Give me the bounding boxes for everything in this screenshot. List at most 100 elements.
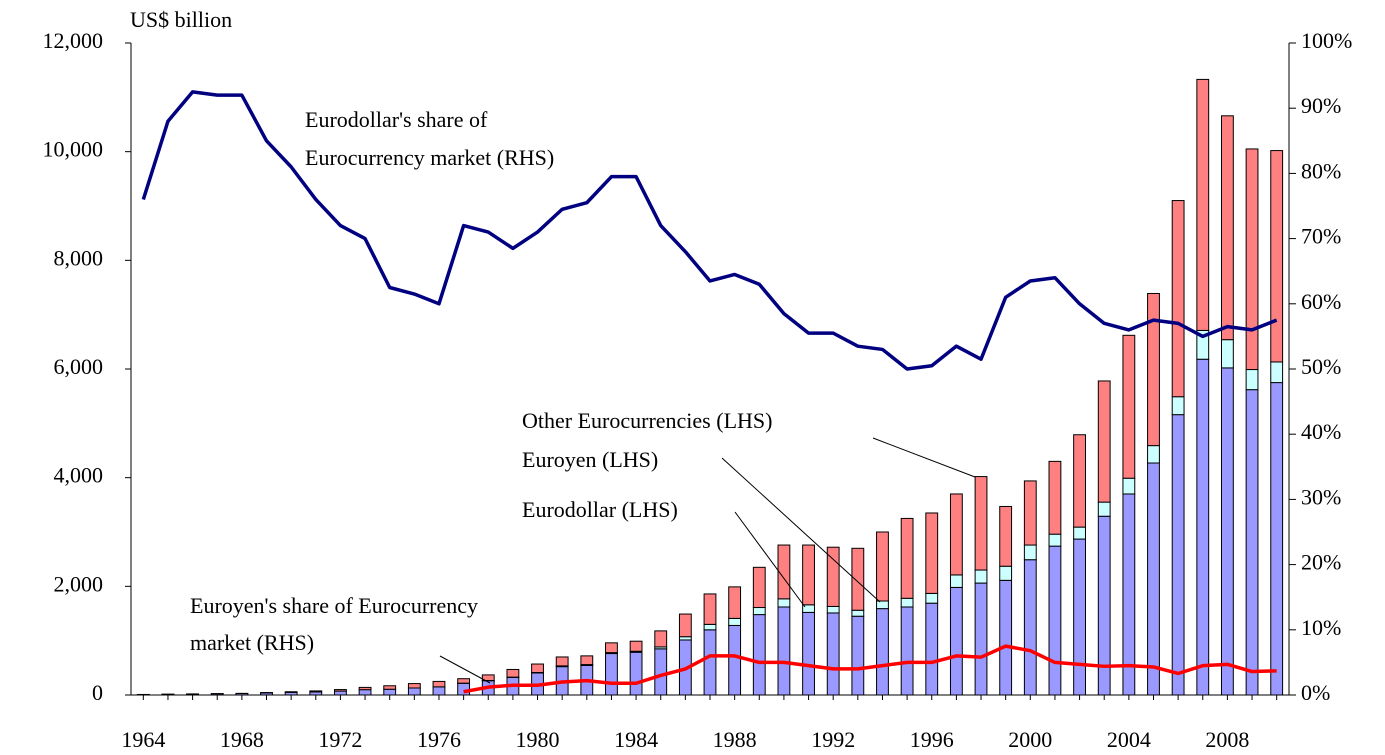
- bar-segment: [1171, 396, 1185, 416]
- bar-segment: [1220, 367, 1234, 696]
- x-tick-label: 2000: [1008, 727, 1052, 752]
- leader-line: [734, 511, 806, 608]
- bar-segment: [1097, 380, 1111, 503]
- series-label: Euroyen (LHS): [522, 447, 658, 472]
- y2-tick-label: 30%: [1301, 484, 1341, 509]
- bar-segment: [752, 614, 766, 696]
- y2-tick-label: 60%: [1301, 289, 1341, 314]
- series-label: Eurodollar (LHS): [522, 497, 678, 522]
- bar-segment: [900, 606, 914, 696]
- bar-segment: [1220, 115, 1234, 341]
- series-label: Eurodollar's share of: [305, 107, 488, 132]
- bar-segment: [876, 608, 889, 696]
- bar-segment: [432, 680, 446, 688]
- bar-segment: [851, 615, 865, 696]
- bar-segment: [358, 689, 372, 696]
- bar-segment: [309, 690, 323, 693]
- bar-segment: [481, 674, 495, 681]
- bar-segment: [802, 611, 815, 696]
- y-tick-label: 4,000: [54, 463, 104, 488]
- bar-segment: [826, 546, 840, 607]
- x-tick-label: 1996: [910, 727, 954, 752]
- bar-segment: [531, 663, 544, 674]
- bar-segment: [925, 592, 939, 604]
- x-tick-label: 1968: [220, 727, 264, 752]
- bar-segment: [1147, 292, 1160, 447]
- bar-segment: [407, 687, 421, 696]
- leader-line: [721, 457, 881, 603]
- bar-segment: [974, 569, 988, 584]
- x-tick-label: 1980: [516, 727, 560, 752]
- y2-tick-label: 0%: [1301, 680, 1330, 705]
- x-tick-label: 2008: [1205, 727, 1249, 752]
- x-tick-label: 1972: [318, 727, 362, 752]
- bar-segment: [777, 606, 791, 696]
- share-line: [141, 90, 1278, 371]
- bar-segment: [728, 624, 742, 696]
- bar-segment: [457, 682, 471, 696]
- bar-segment: [1196, 358, 1210, 696]
- y2-tick-label: 50%: [1301, 354, 1341, 379]
- bar-segment: [1147, 445, 1160, 464]
- bar-segment: [876, 531, 889, 602]
- bar-segment: [1245, 148, 1259, 371]
- x-tick-label: 1984: [614, 727, 658, 752]
- bar-segment: [654, 630, 668, 648]
- y-tick-label: 8,000: [54, 245, 104, 270]
- bar-segment: [949, 574, 963, 588]
- bar-segment: [1073, 526, 1086, 540]
- bar-segment: [1171, 414, 1185, 696]
- x-tick-label: 2004: [1107, 727, 1151, 752]
- leader-line: [439, 655, 491, 684]
- bar-segment: [383, 688, 397, 696]
- bar-segment: [678, 613, 692, 638]
- y2-tick-label: 10%: [1301, 615, 1341, 640]
- bar-segment: [1196, 78, 1210, 331]
- bar-segment: [826, 612, 840, 696]
- share-line: [463, 644, 1277, 694]
- bar-segment: [1270, 382, 1284, 696]
- bar-segment: [654, 648, 668, 696]
- bar-segment: [752, 566, 766, 609]
- bar-segment: [1023, 544, 1037, 561]
- y-tick-label: 10,000: [43, 137, 104, 162]
- bar-segment: [826, 605, 840, 614]
- bar-segment: [1270, 361, 1284, 384]
- y-tick-label: 12,000: [43, 28, 104, 53]
- x-tick-label: 1988: [713, 727, 757, 752]
- x-tick-label: 1976: [417, 727, 461, 752]
- y2-tick-label: 80%: [1301, 158, 1341, 183]
- bar-segment: [1122, 477, 1136, 495]
- bar-segment: [629, 651, 643, 696]
- bar-segment: [777, 598, 791, 608]
- y2-tick-label: 40%: [1301, 419, 1341, 444]
- bar-segment: [999, 579, 1013, 696]
- bar-segment: [1048, 533, 1062, 547]
- series-label: Eurocurrency market (RHS): [305, 145, 554, 170]
- bar-segment: [999, 565, 1013, 581]
- y2-tick-label: 90%: [1301, 93, 1341, 118]
- bar-segment: [1122, 334, 1136, 479]
- series-label: Other Eurocurrencies (LHS): [522, 408, 772, 433]
- bar-segment: [925, 602, 939, 696]
- series-label: Euroyen's share of Eurocurrency: [190, 593, 478, 618]
- bar-segment: [974, 582, 988, 696]
- bar-segment: [728, 586, 742, 619]
- bar-segment: [1245, 369, 1259, 391]
- bar-segment: [752, 607, 766, 616]
- bar-segment: [555, 656, 569, 667]
- bar-segment: [1023, 559, 1037, 696]
- bar-segment: [1220, 339, 1234, 369]
- bar-segment: [728, 617, 742, 626]
- bar-segment: [383, 685, 397, 690]
- bar-segment: [358, 686, 372, 691]
- bar-segment: [334, 690, 347, 696]
- bar-segment: [506, 668, 520, 678]
- bar-segment: [629, 640, 643, 652]
- bar-segment: [1147, 462, 1160, 696]
- bar-segment: [1048, 460, 1062, 535]
- bar-segment: [900, 597, 914, 608]
- bar-segment: [949, 493, 963, 576]
- y2-tick-label: 100%: [1301, 28, 1352, 53]
